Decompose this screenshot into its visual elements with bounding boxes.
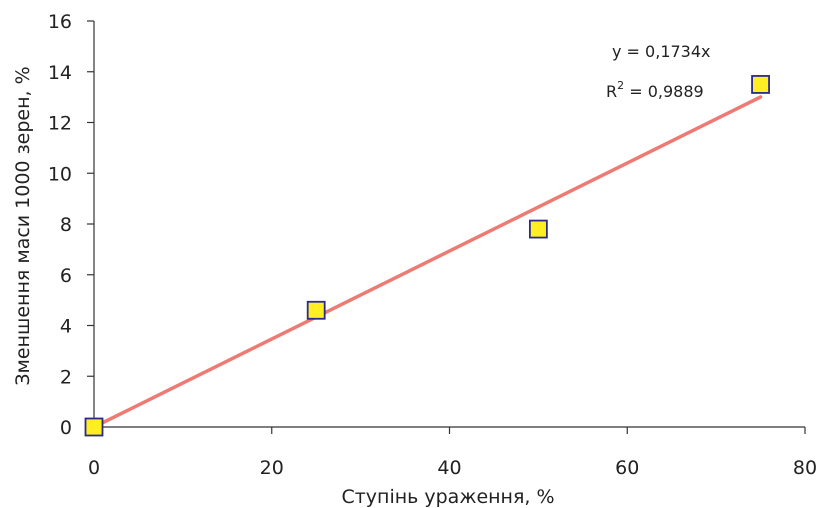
y-tick-label: 16 xyxy=(48,11,72,33)
y-tick-label: 12 xyxy=(48,113,72,135)
trendline xyxy=(92,95,763,429)
data-point xyxy=(528,219,548,239)
data-point xyxy=(751,75,770,94)
y-tick-label: 4 xyxy=(60,316,72,338)
x-tick-label: 60 xyxy=(615,457,639,479)
x-ticks: 0 20 40 60 80 xyxy=(88,427,817,479)
data-point xyxy=(84,417,104,437)
y-tick-label: 10 xyxy=(48,163,72,185)
r-squared-value: = 0,9889 xyxy=(624,82,704,101)
axes: 0 20 40 60 80 0 2 4 6 8 10 12 14 16 xyxy=(48,11,817,479)
y-axis-title: Зменшення маси 1000 зерен, % xyxy=(12,66,34,385)
y-tick-label: 0 xyxy=(60,417,72,439)
trendline-equation: y = 0,1734x xyxy=(612,42,711,61)
x-tick-label: 80 xyxy=(793,457,817,479)
x-tick-label: 40 xyxy=(437,457,461,479)
x-tick-label: 0 xyxy=(88,457,100,479)
y-ticks: 0 2 4 6 8 10 12 14 16 xyxy=(48,11,94,439)
y-tick-label: 6 xyxy=(60,265,72,287)
trendline-r-squared: R2 = 0,9889 xyxy=(606,79,704,101)
r-squared-prefix: R xyxy=(606,82,617,101)
x-axis-title: Ступінь ураження, % xyxy=(341,486,554,508)
y-tick-label: 8 xyxy=(60,214,72,236)
r-squared-exponent: 2 xyxy=(617,79,624,92)
x-tick-label: 20 xyxy=(260,457,284,479)
y-tick-label: 14 xyxy=(48,62,72,84)
data-points xyxy=(84,75,770,437)
data-point xyxy=(306,300,326,320)
y-tick-label: 2 xyxy=(60,366,72,388)
